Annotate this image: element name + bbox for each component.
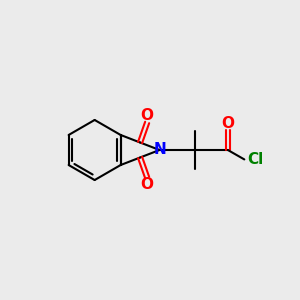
Text: O: O [141,109,154,124]
Text: Cl: Cl [248,152,264,167]
Text: O: O [221,116,234,131]
Text: O: O [141,176,154,191]
Text: N: N [153,142,166,158]
